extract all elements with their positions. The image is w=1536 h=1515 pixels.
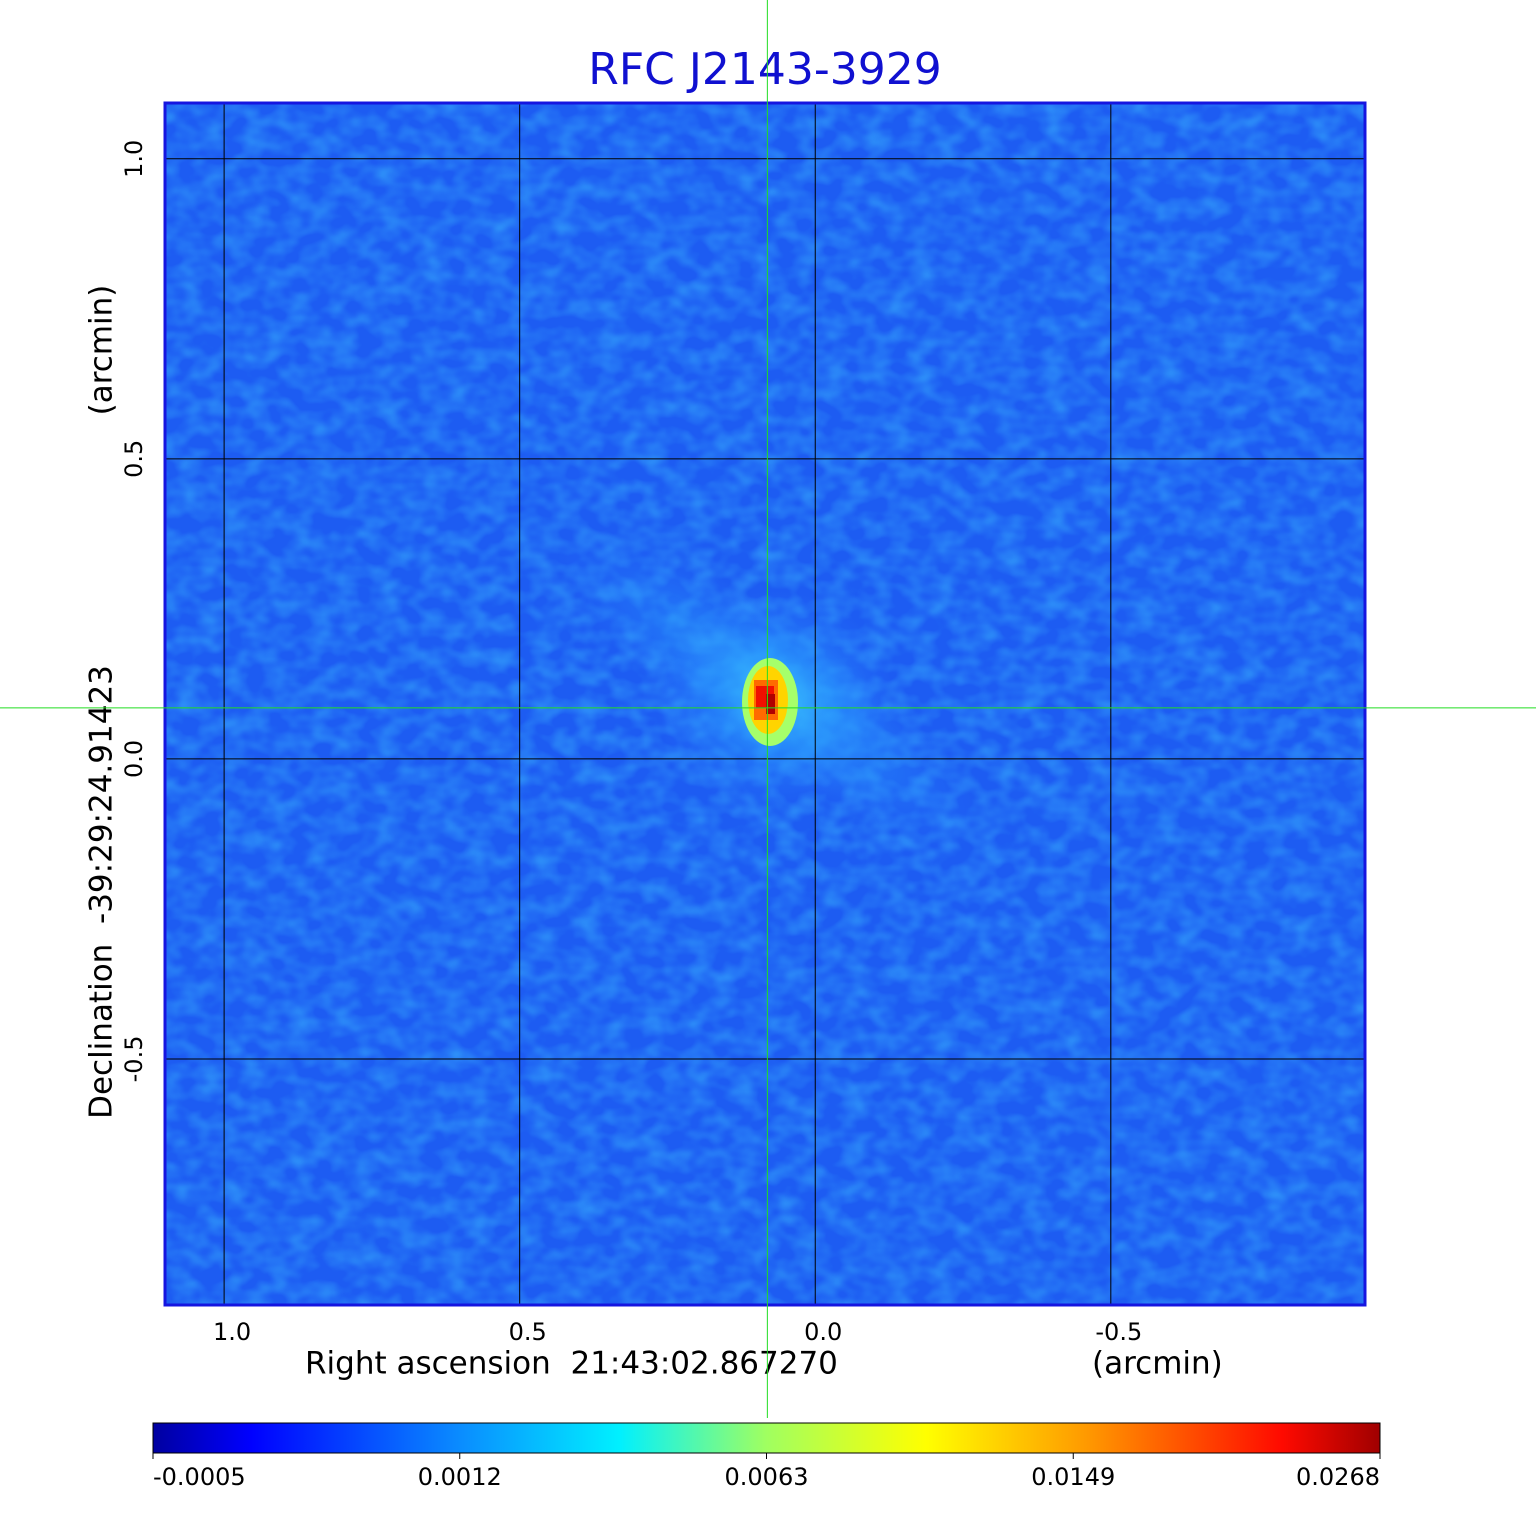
chart-title: RFC J2143-3929 [588,44,941,95]
colorbar-tick-label: 0.0012 [418,1463,502,1491]
y-tick-label: 0.5 [120,440,148,478]
y-axis-unit: (arcmin) [84,285,120,416]
colorbar-tick-label: 0.0063 [725,1463,809,1491]
y-tick-label: 1.0 [120,140,148,178]
source [766,694,775,714]
colorbar-tick-label: 0.0268 [1296,1463,1380,1491]
x-tick-label: -0.5 [1095,1318,1142,1346]
x-tick-label: 0.5 [509,1318,547,1346]
x-tick-label: 0.0 [804,1318,842,1346]
plot-frame [163,101,1367,1307]
colorbar [152,1422,1381,1454]
x-tick-label: 1.0 [213,1318,251,1346]
colorbar-tick-label: 0.0149 [1031,1463,1115,1491]
x-axis-label: Right ascension 21:43:02.867270 [305,1346,838,1382]
colorbar-tick-label: -0.0005 [153,1463,246,1491]
y-tick-label: 0.0 [120,740,148,778]
y-axis-label: Declination -39:29:24.91423 [84,665,120,1119]
y-tick-label: -0.5 [120,1036,148,1083]
image [165,103,1365,1305]
x-axis-unit: (arcmin) [1092,1346,1223,1382]
